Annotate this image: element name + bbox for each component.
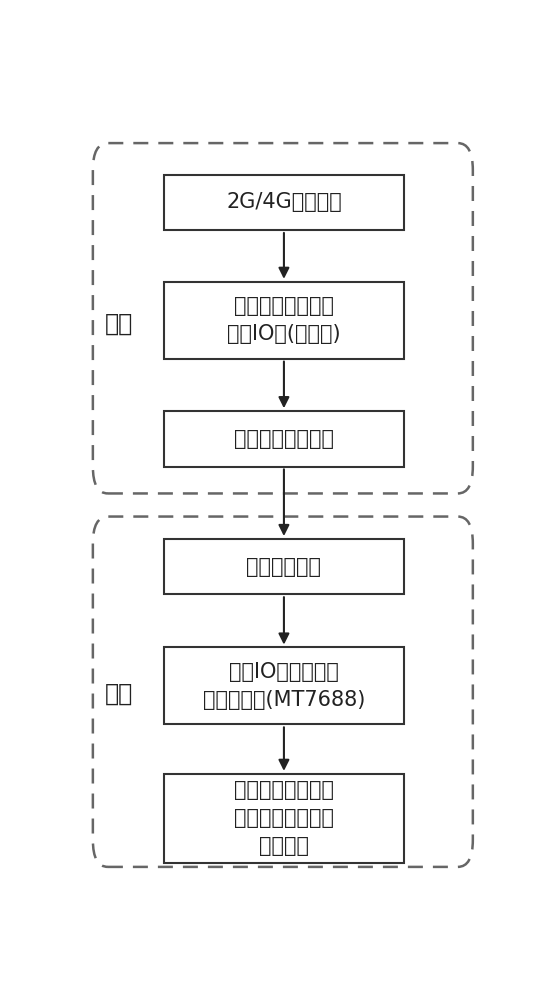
Text: 声光报警、开关量
控制输出、再次测
试确认等: 声光报警、开关量 控制输出、再次测 试确认等 xyxy=(234,780,334,856)
FancyBboxPatch shape xyxy=(164,282,404,359)
Text: 外网光耦隔离模块: 外网光耦隔离模块 xyxy=(234,429,334,449)
FancyBboxPatch shape xyxy=(164,647,404,724)
Text: 内网: 内网 xyxy=(105,682,133,706)
FancyBboxPatch shape xyxy=(164,175,404,230)
FancyBboxPatch shape xyxy=(164,774,404,863)
FancyBboxPatch shape xyxy=(164,539,404,594)
Text: 外网: 外网 xyxy=(105,312,133,336)
Text: 根据控制指令内容
生成IO量(单片机): 根据控制指令内容 生成IO量(单片机) xyxy=(227,296,341,344)
FancyBboxPatch shape xyxy=(164,411,404,467)
Text: 2G/4G通讯模块: 2G/4G通讯模块 xyxy=(226,192,342,212)
Text: 光耦隔离模块: 光耦隔离模块 xyxy=(247,557,321,577)
Text: 读取IO量状态执行
相应的操作(MT7688): 读取IO量状态执行 相应的操作(MT7688) xyxy=(203,662,365,710)
